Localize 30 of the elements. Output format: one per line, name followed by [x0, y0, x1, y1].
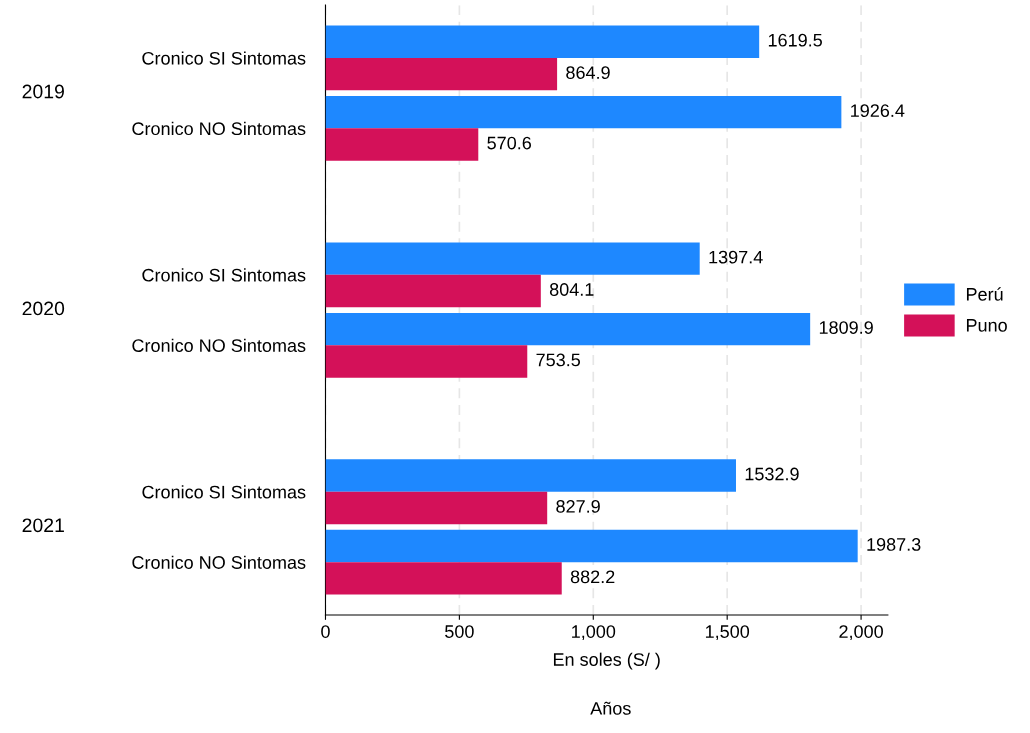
data-label: 570.6 [487, 136, 532, 150]
data-label: 1397.4 [709, 250, 763, 264]
y-tick-label: Cronico NO Sintomas [132, 121, 306, 136]
y-tick-label: Cronico SI Sintomas [142, 268, 306, 282]
data-label: 1926.4 [851, 104, 905, 118]
x-tick-label: 500 [445, 625, 474, 638]
x-axis-title: En soles (S/ ) [553, 652, 660, 670]
legend-label: Perú [966, 287, 1003, 301]
legend-label: Puno [966, 319, 1007, 332]
text: Años [590, 701, 631, 715]
data-label: 864.9 [566, 66, 610, 79]
data-label: 1532.9 [745, 467, 799, 481]
x-tick-label: 2,000 [839, 625, 883, 641]
x-tick-label: 1,500 [705, 625, 750, 641]
y-tick-label: Cronico SI Sintomas [142, 485, 306, 499]
x-tick-label: 1,000 [572, 625, 616, 641]
data-label: 882.2 [570, 570, 615, 584]
data-label: 1619.5 [768, 33, 822, 47]
y-tick-label: Cronico NO Sintomas [132, 338, 306, 352]
data-label: 1809.9 [819, 321, 873, 334]
text: 2020 [22, 301, 65, 316]
y-tick-label: Cronico SI Sintomas [142, 51, 306, 65]
y-tick-label: Cronico NO Sintomas [132, 555, 306, 569]
data-label: 1987.3 [867, 538, 921, 551]
x-tick-label: 0 [321, 625, 330, 638]
text: 2021 [22, 518, 64, 533]
data-label: 827.9 [556, 500, 600, 513]
data-label: 753.5 [536, 353, 581, 367]
text: 2019 [22, 84, 64, 99]
data-label: 804.1 [549, 283, 594, 296]
